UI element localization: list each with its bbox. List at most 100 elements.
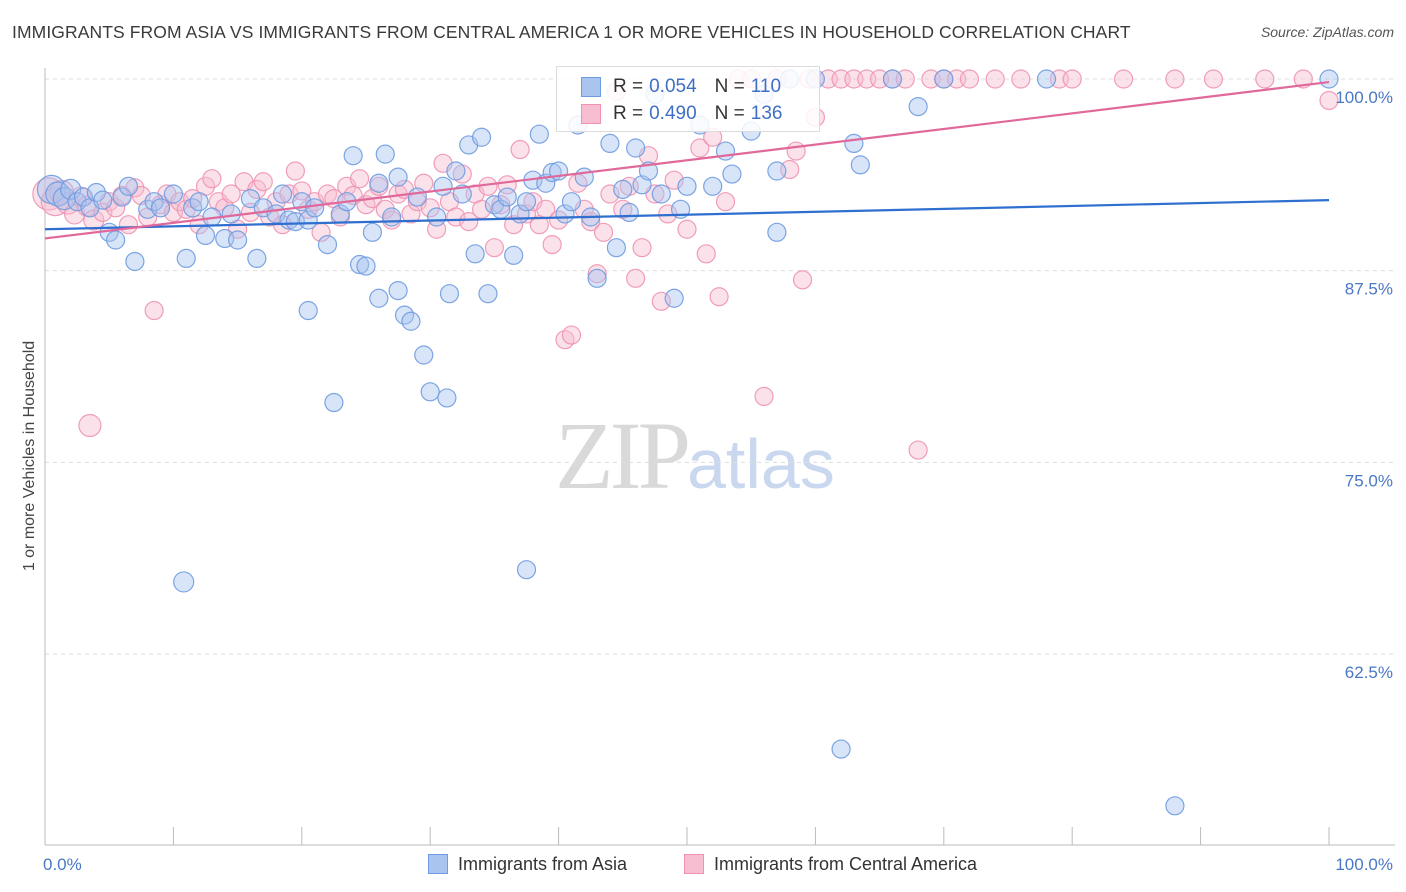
asia-point-42 <box>343 146 363 166</box>
central-point-111 <box>792 270 813 290</box>
legend-r-value-asia: 0.054 <box>649 76 697 97</box>
asia-point-48 <box>375 144 395 164</box>
asia-point-22 <box>195 225 216 245</box>
asia-point-28 <box>247 248 267 268</box>
central-point-126 <box>985 69 1005 89</box>
series-legend-asia: Immigrants from Asia <box>428 852 627 876</box>
asia-point-58 <box>433 176 453 196</box>
central-point-88 <box>600 184 620 204</box>
x-tick-label-end: 100.0% <box>1335 855 1393 874</box>
asia-point-12 <box>118 176 139 196</box>
central-point-129 <box>1062 69 1082 89</box>
central-point-74 <box>510 139 530 160</box>
central-point-71 <box>491 195 511 215</box>
central-point-29 <box>221 184 241 204</box>
asia-point-31 <box>272 184 293 204</box>
asia-point-57 <box>427 207 447 227</box>
central-point-93 <box>632 238 652 258</box>
asia-point-18 <box>173 571 195 593</box>
asia-point-13 <box>125 251 145 272</box>
central-point-39 <box>285 161 305 181</box>
y-tick-label-0: 100.0% <box>1335 88 1393 107</box>
asia-point-46 <box>369 288 389 308</box>
central-point-17 <box>144 300 164 321</box>
asia-point-53 <box>401 311 421 331</box>
asia-point-5 <box>73 187 94 207</box>
asia-point-49 <box>382 207 402 227</box>
central-point-34 <box>253 172 273 192</box>
asia-point-109 <box>850 155 870 175</box>
asia-point-66 <box>478 284 498 304</box>
watermark: ZIPatlas <box>555 400 835 511</box>
y-tick-label-2: 75.0% <box>1345 471 1393 490</box>
asia-point-54 <box>407 187 427 207</box>
asia-points <box>36 69 1339 816</box>
central-point-131 <box>1165 69 1185 89</box>
legend-r-value-central: 0.490 <box>649 103 697 124</box>
legend-swatch-central-america <box>581 104 601 124</box>
asia-point-84 <box>587 268 607 288</box>
asia-point-37 <box>305 198 325 218</box>
asia-point-70 <box>504 245 524 265</box>
asia-point-61 <box>446 161 466 181</box>
y-tick-label-1: 87.5% <box>1345 280 1393 299</box>
asia-point-103 <box>767 222 787 242</box>
central-point-101 <box>696 244 716 264</box>
asia-point-82 <box>574 167 594 187</box>
legend-n-value-central: 136 <box>750 103 783 124</box>
asia-point-98 <box>703 176 723 196</box>
asia-point-88 <box>619 202 639 222</box>
legend-n-value-asia: 110 <box>750 76 782 97</box>
series-swatch-central-america <box>684 854 704 874</box>
asia-point-96 <box>677 176 697 196</box>
asia-point-8 <box>93 190 113 210</box>
asia-trend-line <box>44 199 1330 231</box>
central-point-110 <box>786 141 806 161</box>
asia-point-21 <box>189 192 209 212</box>
legend-r-label-central: R = <box>613 103 644 124</box>
asia-point-56 <box>420 382 440 402</box>
central-point-64 <box>446 207 466 227</box>
watermark-zip: ZIP <box>555 402 691 509</box>
source-label: Source: ZipAtlas.com <box>1260 24 1394 40</box>
tick-labels: 100.0% 87.5% 75.0% 62.5% 0.0% 100.0% <box>43 88 1393 874</box>
asia-point-51 <box>388 167 408 187</box>
asia-point-39 <box>324 392 344 413</box>
axis-layer <box>44 68 1395 846</box>
asia-point-26 <box>228 230 248 250</box>
legend-swatch-asia <box>581 77 601 97</box>
asia-point-111 <box>908 96 928 117</box>
central-trend-line <box>44 80 1330 240</box>
central-point-104 <box>715 192 736 212</box>
asia-point-19 <box>176 248 196 268</box>
asia-point-93 <box>651 184 671 204</box>
x-tick-label-start: 0.0% <box>43 855 82 874</box>
legend-row-asia: R = 0.054 N = 110 <box>581 75 781 99</box>
central-point-130 <box>1113 69 1134 89</box>
central-point-100 <box>690 138 710 158</box>
correlation-legend: R = 0.054 N = 110 R = 0.490 N = 136 <box>556 66 820 132</box>
central-point-66 <box>459 212 479 232</box>
asia-point-110 <box>882 69 903 89</box>
central-point-13 <box>118 215 139 235</box>
asia-point-107 <box>831 739 851 759</box>
central-point-132 <box>1203 69 1224 89</box>
series-swatch-asia <box>428 854 448 874</box>
central-point-107 <box>754 386 774 406</box>
asia-point-35 <box>298 210 318 230</box>
central-point-121 <box>908 440 928 460</box>
asia-point-45 <box>362 222 383 242</box>
y-tick-label-3: 62.5% <box>1345 663 1393 682</box>
legend-n-label-central: N = <box>714 103 745 124</box>
series-name-asia: Immigrants from Asia <box>458 853 628 874</box>
asia-point-75 <box>529 124 549 144</box>
central-point-82 <box>561 325 582 345</box>
asia-point-72 <box>516 192 537 212</box>
asia-point-11 <box>112 187 132 207</box>
asia-point-65 <box>471 127 492 147</box>
central-point-79 <box>542 235 562 255</box>
central-point-127 <box>1011 69 1031 89</box>
asia-point-36 <box>298 300 318 321</box>
asia-point-60 <box>439 284 460 304</box>
